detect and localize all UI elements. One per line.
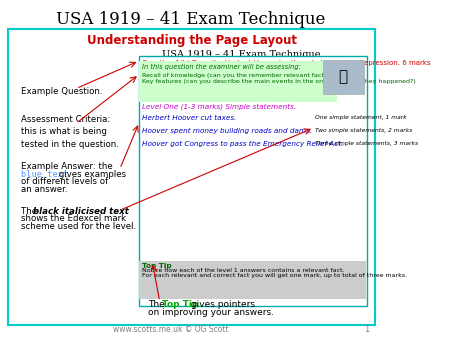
FancyBboxPatch shape bbox=[8, 29, 375, 325]
Text: Example Answer: the: Example Answer: the bbox=[21, 162, 113, 171]
Text: One simple statement, 1 mark: One simple statement, 1 mark bbox=[315, 115, 407, 120]
Text: For each relevant and correct fact you will get one mark, up to total of three m: For each relevant and correct fact you w… bbox=[142, 273, 407, 278]
Text: an answer.: an answer. bbox=[21, 185, 68, 194]
Text: 🧍: 🧍 bbox=[338, 70, 348, 84]
FancyBboxPatch shape bbox=[139, 261, 365, 299]
Text: Assessment Criteria:
this is what is being
tested in the question.: Assessment Criteria: this is what is bei… bbox=[21, 115, 119, 149]
Text: USA 1919 – 41 Exam Technique: USA 1919 – 41 Exam Technique bbox=[55, 11, 325, 28]
Text: Key features (can you describe the main events in the order in which they happen: Key features (can you describe the main … bbox=[142, 79, 416, 84]
FancyBboxPatch shape bbox=[323, 60, 364, 94]
Text: Hoover got Congress to pass the Emergency Relief Act.: Hoover got Congress to pass the Emergenc… bbox=[142, 141, 344, 147]
FancyBboxPatch shape bbox=[139, 56, 367, 306]
Text: of different levels of: of different levels of bbox=[21, 177, 108, 186]
Text: gives examples: gives examples bbox=[56, 170, 126, 179]
Text: The: The bbox=[148, 300, 168, 309]
Text: black italicised text: black italicised text bbox=[33, 207, 129, 216]
Text: Notice how each of the level 1 answers contains a relevant fact.: Notice how each of the level 1 answers c… bbox=[142, 268, 345, 273]
FancyBboxPatch shape bbox=[139, 61, 337, 102]
Text: Two simple statements, 2 marks: Two simple statements, 2 marks bbox=[315, 128, 412, 133]
Text: shows the Edexcel mark: shows the Edexcel mark bbox=[21, 214, 126, 223]
Text: Herbert Hoover cut taxes.: Herbert Hoover cut taxes. bbox=[142, 115, 237, 121]
Text: Three simple statements, 3 marks: Three simple statements, 3 marks bbox=[315, 141, 418, 146]
Text: on improving your answers.: on improving your answers. bbox=[148, 308, 274, 317]
Text: Top Tip: Top Tip bbox=[142, 263, 172, 269]
Text: 1: 1 bbox=[364, 325, 369, 334]
Text: Understanding the Page Layout: Understanding the Page Layout bbox=[87, 34, 297, 47]
Text: Top Tip: Top Tip bbox=[162, 300, 198, 309]
Text: scheme used for the level.: scheme used for the level. bbox=[21, 222, 136, 231]
Text: The: The bbox=[21, 207, 40, 216]
Text: Hoover spent money building roads and dams.: Hoover spent money building roads and da… bbox=[142, 128, 312, 134]
Text: Question 1(b) Describe Herbert Hoover’s attempts to end the Depression. 6 marks: Question 1(b) Describe Herbert Hoover’s … bbox=[141, 59, 430, 66]
Text: gives pointers: gives pointers bbox=[188, 300, 255, 309]
Text: USA 1919 – 41 Exam Technique: USA 1919 – 41 Exam Technique bbox=[162, 50, 321, 59]
Text: Example Question.: Example Question. bbox=[21, 87, 103, 96]
Text: Recall of knowledge (can you the remember relevant facts?): Recall of knowledge (can you the remembe… bbox=[142, 73, 333, 78]
Text: blue text: blue text bbox=[21, 170, 68, 179]
Text: In this question the examiner will be assessing:: In this question the examiner will be as… bbox=[142, 64, 301, 70]
Text: www.scotts.me.uk © OG Scott: www.scotts.me.uk © OG Scott bbox=[113, 325, 229, 334]
Text: Level One (1-3 marks) Simple statements.: Level One (1-3 marks) Simple statements. bbox=[142, 103, 297, 110]
